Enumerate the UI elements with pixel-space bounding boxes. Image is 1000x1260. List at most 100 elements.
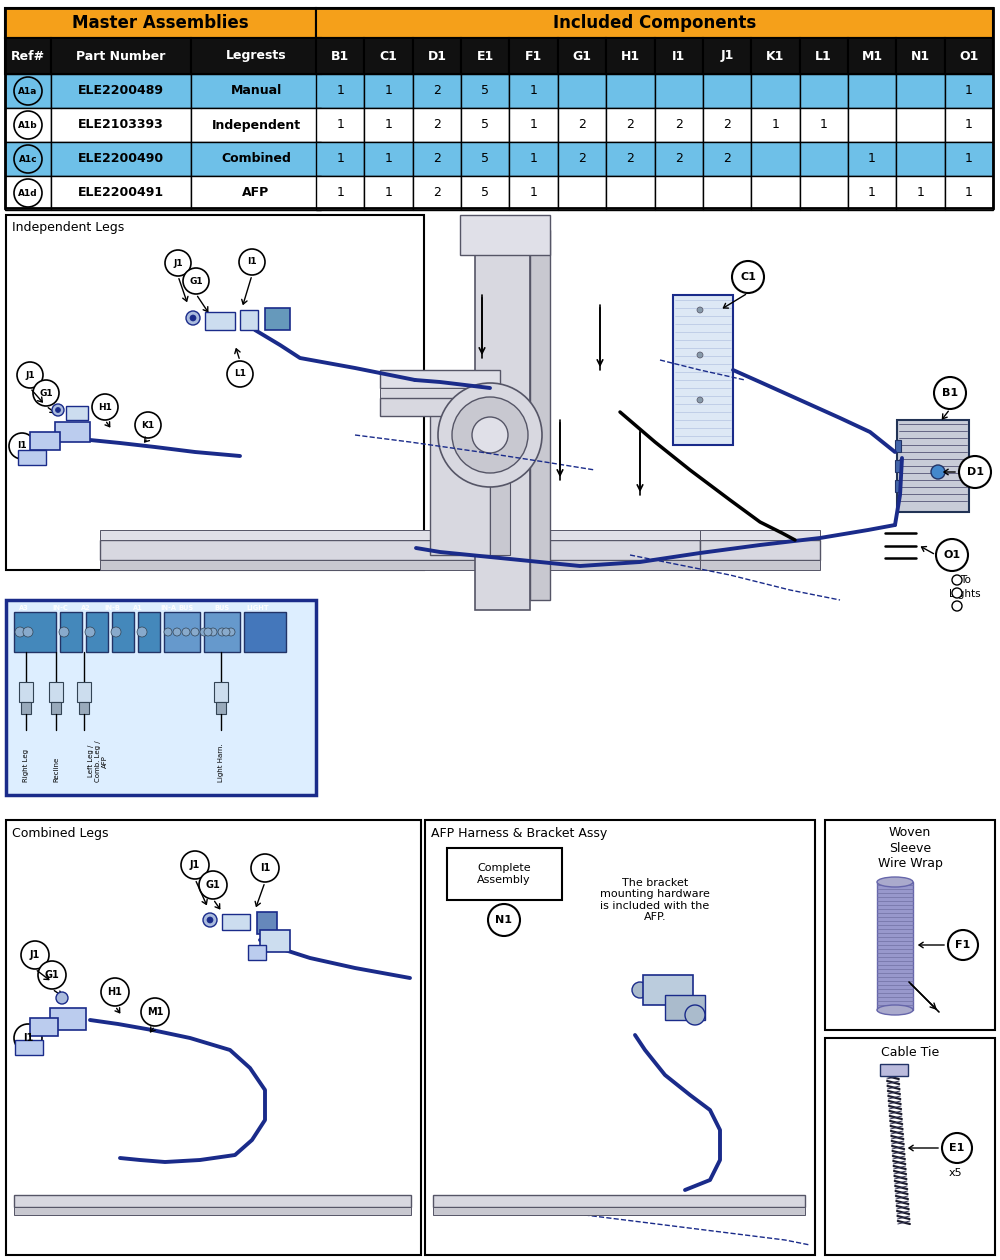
Bar xyxy=(558,142,606,176)
Text: 2: 2 xyxy=(626,152,634,165)
Circle shape xyxy=(632,982,648,998)
Text: 1: 1 xyxy=(385,84,392,97)
Text: 1: 1 xyxy=(965,152,973,165)
Circle shape xyxy=(141,998,169,1026)
Text: 1: 1 xyxy=(530,84,538,97)
Text: IN-A: IN-A xyxy=(160,605,176,611)
Text: H1: H1 xyxy=(98,402,112,412)
Bar xyxy=(66,406,88,420)
Ellipse shape xyxy=(877,1005,913,1016)
Text: Part Number: Part Number xyxy=(76,49,166,63)
Bar xyxy=(703,38,751,74)
Bar xyxy=(51,74,191,108)
Bar xyxy=(751,142,800,176)
Bar xyxy=(654,74,703,108)
Bar xyxy=(896,142,945,176)
Text: BUS: BUS xyxy=(178,605,194,611)
Text: J1: J1 xyxy=(30,950,40,960)
Text: 2: 2 xyxy=(626,118,634,131)
Bar xyxy=(703,108,751,142)
Circle shape xyxy=(92,394,118,420)
Text: 1: 1 xyxy=(530,186,538,199)
Bar xyxy=(897,420,969,512)
Bar xyxy=(5,8,993,208)
Circle shape xyxy=(251,854,279,882)
Circle shape xyxy=(732,261,764,294)
Bar xyxy=(606,176,654,210)
Circle shape xyxy=(52,404,64,416)
Circle shape xyxy=(21,941,49,969)
Text: ELE2200489: ELE2200489 xyxy=(78,84,164,97)
Bar xyxy=(205,312,235,330)
Text: G1: G1 xyxy=(45,970,59,980)
Bar xyxy=(6,820,421,1255)
Text: Independent Legs: Independent Legs xyxy=(12,220,124,233)
Text: 2: 2 xyxy=(433,118,441,131)
Bar xyxy=(896,176,945,210)
Bar xyxy=(30,432,60,450)
Text: 2: 2 xyxy=(578,152,586,165)
Bar xyxy=(6,600,316,795)
Text: IN-C: IN-C xyxy=(52,605,68,611)
Bar xyxy=(6,215,424,570)
Text: Manual: Manual xyxy=(230,84,282,97)
Text: 2: 2 xyxy=(433,152,441,165)
Text: Recline: Recline xyxy=(53,757,59,782)
Bar xyxy=(509,142,558,176)
Bar xyxy=(14,612,56,651)
Circle shape xyxy=(59,627,69,638)
Bar xyxy=(643,975,693,1005)
Bar xyxy=(895,440,901,452)
Bar xyxy=(825,820,995,1029)
Text: Master Assemblies: Master Assemblies xyxy=(72,14,249,32)
Text: O1: O1 xyxy=(959,49,979,63)
Bar xyxy=(316,8,993,38)
Text: I1: I1 xyxy=(247,257,257,267)
Bar xyxy=(380,388,500,398)
Text: 5: 5 xyxy=(481,118,489,131)
Circle shape xyxy=(936,539,968,571)
Text: 2: 2 xyxy=(578,118,586,131)
Bar xyxy=(558,38,606,74)
Circle shape xyxy=(199,871,227,898)
Circle shape xyxy=(218,627,226,636)
Text: D1: D1 xyxy=(427,49,446,63)
Text: 1: 1 xyxy=(771,118,779,131)
Bar xyxy=(79,702,89,714)
Text: 1: 1 xyxy=(530,118,538,131)
Text: I1: I1 xyxy=(260,863,270,873)
Circle shape xyxy=(948,930,978,960)
Text: 1: 1 xyxy=(336,118,344,131)
Text: Cable Tie: Cable Tie xyxy=(881,1047,939,1060)
Bar xyxy=(316,176,364,210)
Circle shape xyxy=(931,465,945,479)
Text: L1: L1 xyxy=(234,369,246,378)
Text: AFP Harness & Bracket Assy: AFP Harness & Bracket Assy xyxy=(431,827,607,839)
Circle shape xyxy=(959,456,991,488)
Bar xyxy=(606,74,654,108)
Bar xyxy=(896,74,945,108)
Text: IN-B: IN-B xyxy=(104,605,120,611)
Text: Woven
Sleeve
Wire Wrap: Woven Sleeve Wire Wrap xyxy=(878,827,942,869)
Bar xyxy=(700,541,820,559)
Text: F1: F1 xyxy=(955,940,971,950)
Bar xyxy=(558,176,606,210)
Bar xyxy=(21,702,31,714)
Bar xyxy=(55,422,90,442)
Bar xyxy=(191,74,321,108)
Bar xyxy=(895,460,901,472)
Circle shape xyxy=(190,315,196,321)
Bar xyxy=(558,74,606,108)
Bar xyxy=(5,8,316,38)
Text: A3: A3 xyxy=(19,605,29,611)
Circle shape xyxy=(182,627,190,636)
Bar xyxy=(100,541,700,559)
Text: H1: H1 xyxy=(621,49,640,63)
Text: BUS: BUS xyxy=(214,605,230,611)
Bar xyxy=(848,74,896,108)
Ellipse shape xyxy=(877,877,913,887)
Text: A1d: A1d xyxy=(18,189,38,198)
Bar xyxy=(490,391,510,554)
Bar xyxy=(316,142,364,176)
Bar xyxy=(216,702,226,714)
